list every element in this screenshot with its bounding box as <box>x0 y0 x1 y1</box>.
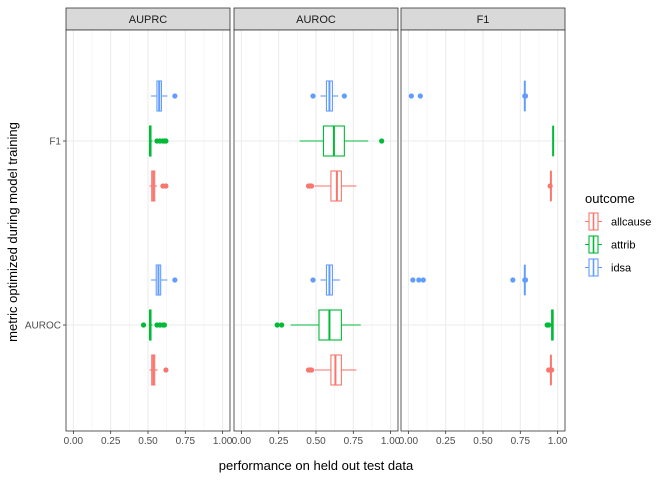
outlier-point <box>408 93 414 99</box>
panel-auroc: AUROC 0.00 0.25 0.50 0.75 1.00 <box>232 7 401 447</box>
outlier-point <box>410 277 416 283</box>
x-tick-label: 1.00 <box>381 436 401 447</box>
box-auroc-idsa <box>310 264 340 296</box>
box-auroc-attrib <box>140 309 168 341</box>
legend-item-allcause: allcause <box>585 212 651 231</box>
outlier-point <box>163 183 169 189</box>
outlier-point <box>416 277 422 283</box>
box-auroc-idsa <box>150 264 178 296</box>
x-tick-label: 0.75 <box>176 436 196 447</box>
outlier-point <box>420 277 426 283</box>
legend-label: idsa <box>611 263 632 275</box>
outlier-point <box>308 367 315 373</box>
outlier-point <box>510 277 516 283</box>
x-tick-label: 0.25 <box>436 436 456 447</box>
x-tick-label: 0.50 <box>138 436 158 447</box>
box-f1-attrib <box>148 125 169 157</box>
outlier-point <box>308 183 315 189</box>
legend: outcome allcause attrib idsa <box>585 191 651 277</box>
x-tick-label: 0.25 <box>101 436 121 447</box>
facet-label: AUPRC <box>129 14 168 26</box>
legend-item-attrib: attrib <box>585 235 635 254</box>
outlier-point <box>274 322 280 328</box>
box-auroc-idsa <box>410 264 529 296</box>
box-f1-idsa <box>408 80 529 112</box>
facet-panels: AUPRC 0.00 0.25 0.50 0.75 1.00 AUROC 0.00 0.25 0.… <box>25 7 568 447</box>
panel-f1: F1 0.00 0.25 0.50 0.75 1.00 <box>399 7 568 447</box>
box-f1-allcause <box>149 170 169 202</box>
outlier-point <box>172 93 178 99</box>
outlier-point <box>310 277 316 283</box>
box-auroc-allcause <box>546 354 555 386</box>
panel-auprc: AUPRC 0.00 0.25 0.50 0.75 1.00 <box>64 7 233 447</box>
box-f1-idsa <box>310 80 347 112</box>
legend-label: allcause <box>611 217 651 229</box>
box-f1-attrib <box>299 125 385 157</box>
x-tick-label: 0.00 <box>64 436 84 447</box>
legend-item-idsa: idsa <box>585 258 632 277</box>
outlier-point <box>522 277 529 283</box>
outlier-point <box>172 277 178 283</box>
outlier-point <box>163 367 169 373</box>
outlier-point <box>163 138 169 144</box>
box-f1-allcause <box>305 170 357 202</box>
box-auroc-allcause <box>149 354 169 386</box>
box-auroc-attrib <box>274 309 361 341</box>
outlier-point <box>140 322 147 328</box>
y-tick-label: F1 <box>49 137 61 148</box>
legend-label: attrib <box>611 240 635 252</box>
outlier-point <box>522 93 529 99</box>
outlier-point <box>379 138 385 144</box>
y-tick-label: AUROC <box>25 321 61 332</box>
box-auroc-allcause <box>305 354 357 386</box>
x-tick-label: 0.25 <box>269 436 289 447</box>
outlier-point <box>341 93 347 99</box>
outlier-point <box>161 322 168 328</box>
x-tick-label: 0.75 <box>511 436 531 447</box>
outlier-point <box>547 183 553 189</box>
outlier-point <box>549 367 555 373</box>
facet-label: AUROC <box>296 14 336 26</box>
x-tick-label: 0.50 <box>473 436 493 447</box>
box-f1-allcause <box>547 170 553 202</box>
x-tick-label: 0.00 <box>232 436 252 447</box>
box-f1-idsa <box>150 80 178 112</box>
box-auroc-attrib <box>544 309 554 341</box>
x-axis-title: performance on held out test data <box>219 458 414 473</box>
outlier-point <box>546 322 552 328</box>
x-tick-label: 0.00 <box>399 436 419 447</box>
x-tick-label: 1.00 <box>213 436 233 447</box>
x-tick-label: 0.50 <box>306 436 326 447</box>
facet-label: F1 <box>477 14 490 26</box>
legend-title: outcome <box>585 191 635 206</box>
x-tick-label: 0.75 <box>344 436 364 447</box>
y-axis-title: metric optimized during model training <box>5 122 20 342</box>
outlier-point <box>279 322 285 328</box>
outlier-point <box>310 93 316 99</box>
x-tick-label: 1.00 <box>548 436 568 447</box>
outlier-point <box>417 93 423 99</box>
